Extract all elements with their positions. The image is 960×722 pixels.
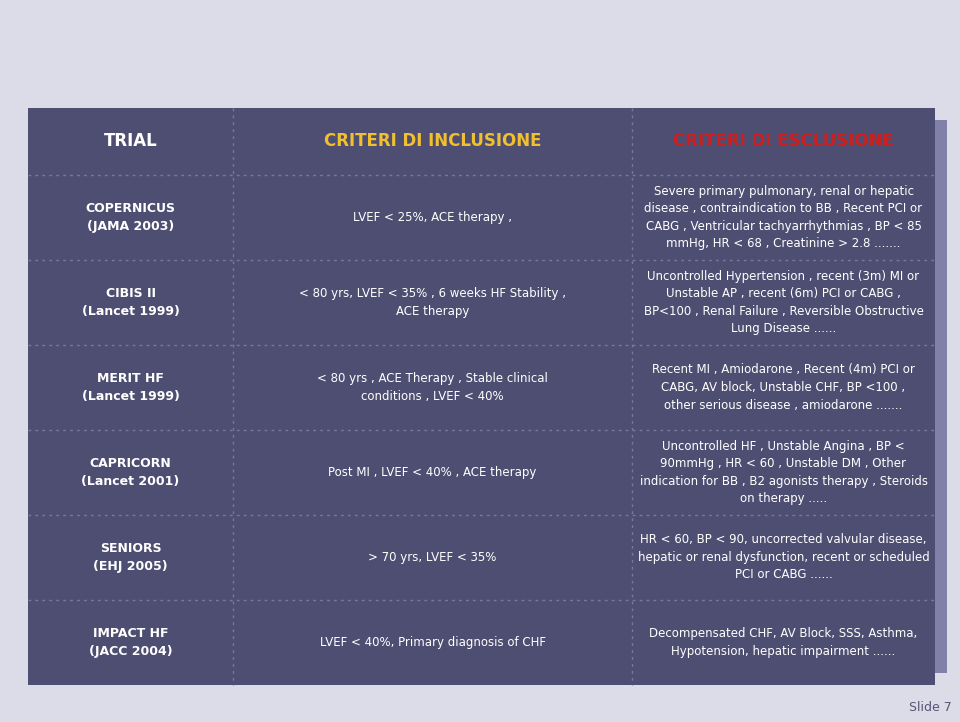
Text: Uncontrolled Hypertension , recent (3m) MI or
Unstable AP , recent (6m) PCI or C: Uncontrolled Hypertension , recent (3m) … xyxy=(643,270,924,335)
Text: Decompensated CHF, AV Block, SSS, Asthma,
Hypotension, hepatic impairment ......: Decompensated CHF, AV Block, SSS, Asthma… xyxy=(649,627,918,658)
Text: Severe primary pulmonary, renal or hepatic
disease , contraindication to BB , Re: Severe primary pulmonary, renal or hepat… xyxy=(644,185,923,251)
Bar xyxy=(28,108,935,685)
Text: LVEF < 40%, Primary diagnosis of CHF: LVEF < 40%, Primary diagnosis of CHF xyxy=(320,636,545,649)
Bar xyxy=(935,120,947,674)
Text: CRITERI DI ESCLUSIONE: CRITERI DI ESCLUSIONE xyxy=(673,133,894,150)
Text: Post MI , LVEF < 40% , ACE therapy: Post MI , LVEF < 40% , ACE therapy xyxy=(328,466,537,479)
Text: HR < 60, BP < 90, uncorrected valvular disease,
hepatic or renal dysfunction, re: HR < 60, BP < 90, uncorrected valvular d… xyxy=(637,534,929,581)
Text: CIBIS II
(Lancet 1999): CIBIS II (Lancet 1999) xyxy=(82,287,180,318)
Text: > 70 yrs, LVEF < 35%: > 70 yrs, LVEF < 35% xyxy=(369,551,496,564)
Text: < 80 yrs, LVEF < 35% , 6 weeks HF Stability ,
ACE therapy: < 80 yrs, LVEF < 35% , 6 weeks HF Stabil… xyxy=(299,287,566,318)
Text: Slide 7: Slide 7 xyxy=(909,701,952,714)
Text: CRITERI DI INCLUSIONE: CRITERI DI INCLUSIONE xyxy=(324,133,541,150)
Text: IMPACT HF
(JACC 2004): IMPACT HF (JACC 2004) xyxy=(88,627,172,658)
Text: CAPRICORN
(Lancet 2001): CAPRICORN (Lancet 2001) xyxy=(82,457,180,488)
Text: COPERNICUS
(JAMA 2003): COPERNICUS (JAMA 2003) xyxy=(85,202,176,233)
Text: MERIT HF
(Lancet 1999): MERIT HF (Lancet 1999) xyxy=(82,372,180,403)
Text: SENIORS
(EHJ 2005): SENIORS (EHJ 2005) xyxy=(93,542,168,573)
Text: LVEF < 25%, ACE therapy ,: LVEF < 25%, ACE therapy , xyxy=(353,211,512,224)
Text: < 80 yrs , ACE Therapy , Stable clinical
conditions , LVEF < 40%: < 80 yrs , ACE Therapy , Stable clinical… xyxy=(317,373,548,403)
Text: Uncontrolled HF , Unstable Angina , BP <
90mmHg , HR < 60 , Unstable DM , Other
: Uncontrolled HF , Unstable Angina , BP <… xyxy=(639,440,927,505)
Text: TRIAL: TRIAL xyxy=(104,133,157,150)
Text: Recent MI , Amiodarone , Recent (4m) PCI or
CABG, AV block, Unstable CHF, BP <10: Recent MI , Amiodarone , Recent (4m) PCI… xyxy=(652,363,915,412)
